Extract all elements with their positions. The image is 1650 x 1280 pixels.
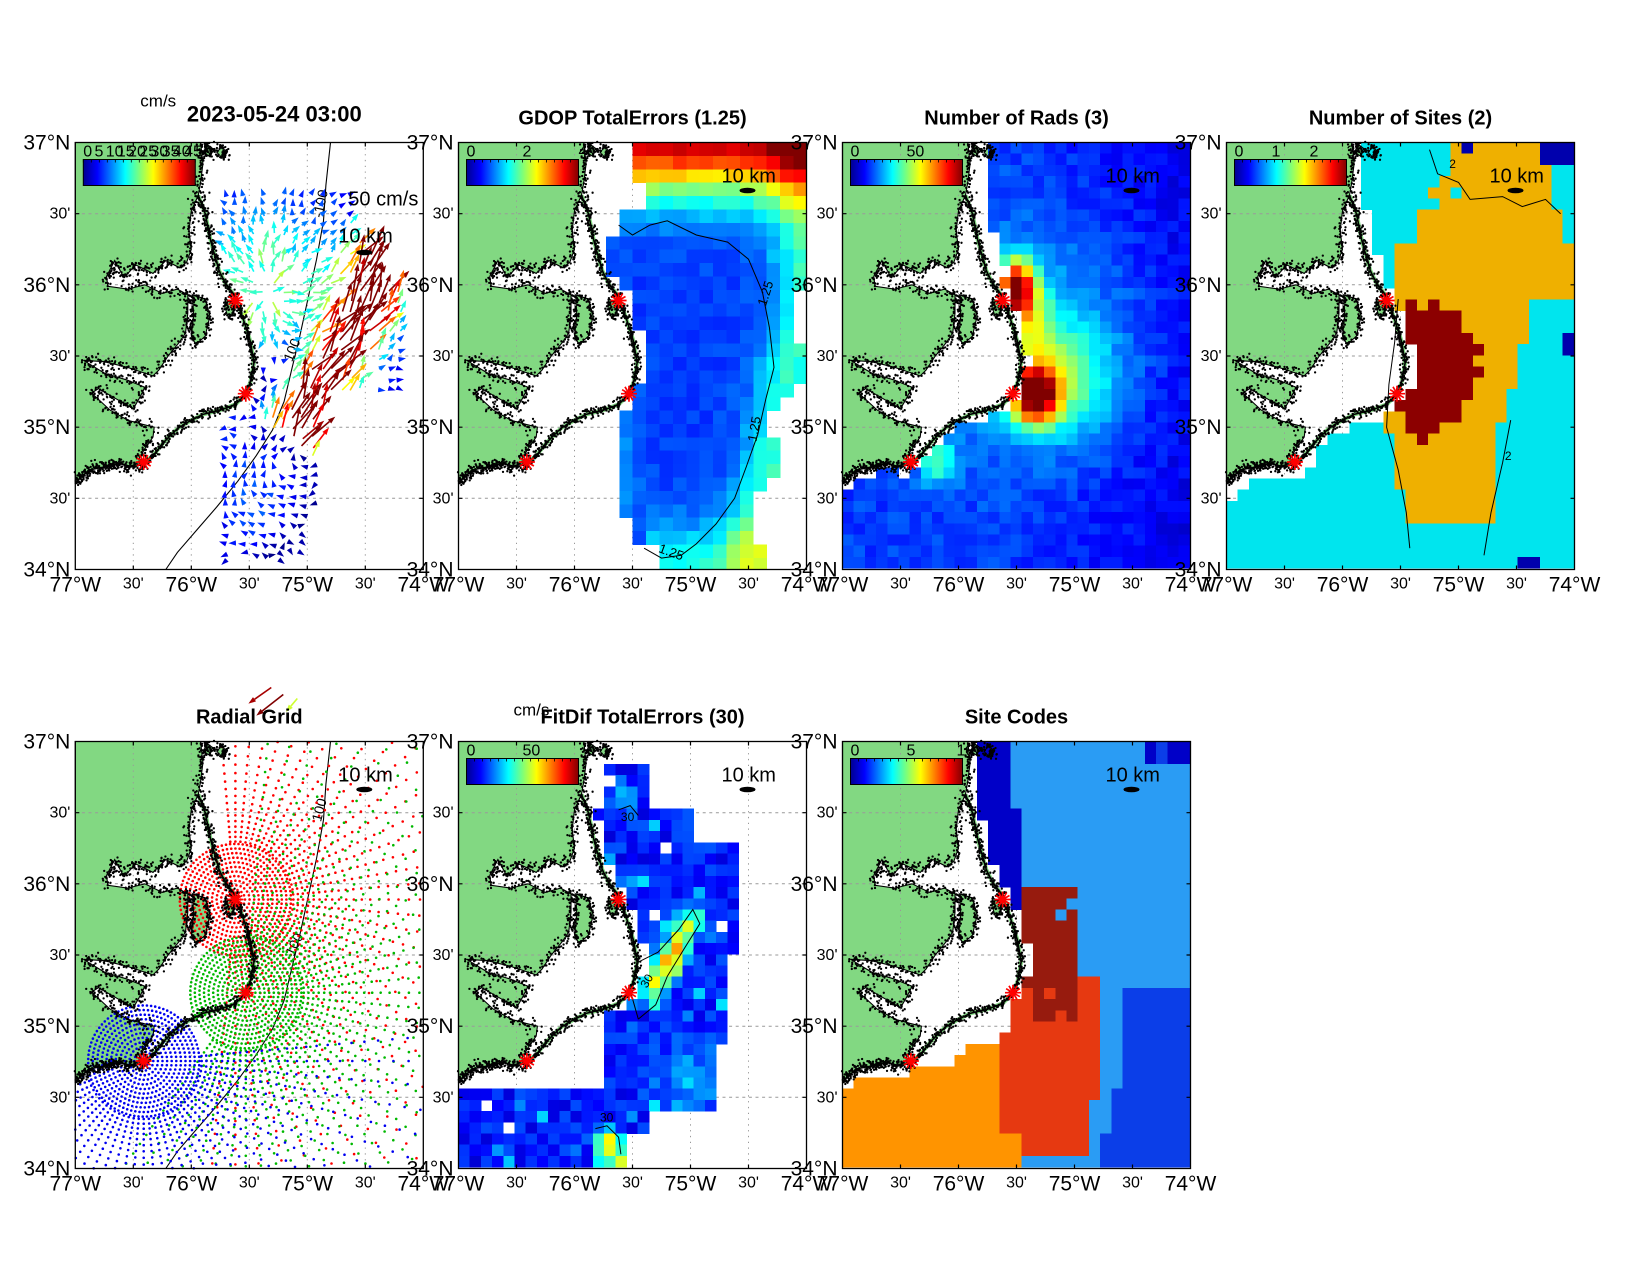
svg-text:10 km: 10 km — [338, 226, 392, 248]
svg-text:Number of Rads (3): Number of Rads (3) — [924, 108, 1108, 130]
svg-text:GDOP TotalErrors (1.25): GDOP TotalErrors (1.25) — [518, 108, 746, 130]
svg-text:0: 0 — [467, 144, 476, 161]
svg-text:0: 0 — [851, 743, 860, 760]
svg-text:5: 5 — [907, 743, 916, 760]
svg-text:2: 2 — [1449, 157, 1456, 171]
svg-text:100: 100 — [308, 796, 330, 823]
svg-text:Radial Grid: Radial Grid — [196, 707, 303, 729]
svg-text:35: 35 — [162, 144, 180, 161]
svg-text:30: 30 — [600, 1111, 614, 1125]
svg-text:10: 10 — [957, 743, 975, 760]
svg-text:20: 20 — [128, 144, 146, 161]
svg-text:Site Codes: Site Codes — [965, 707, 1068, 729]
svg-text:5: 5 — [95, 144, 104, 161]
svg-text:40: 40 — [173, 144, 191, 161]
svg-text:30: 30 — [637, 971, 656, 990]
svg-text:0: 0 — [851, 144, 860, 161]
svg-text:10: 10 — [106, 144, 124, 161]
svg-text:50: 50 — [195, 144, 213, 161]
svg-text:50: 50 — [907, 144, 925, 161]
svg-text:50 cm/s: 50 cm/s — [348, 189, 418, 211]
svg-text:cm/s: cm/s — [140, 92, 176, 111]
svg-text:1.25: 1.25 — [745, 415, 764, 443]
svg-text:0: 0 — [1235, 144, 1244, 161]
svg-text:2: 2 — [1310, 144, 1319, 161]
svg-text:0: 0 — [467, 743, 476, 760]
svg-text:FitDif TotalErrors (30): FitDif TotalErrors (30) — [540, 707, 744, 729]
svg-text:cm/s: cm/s — [514, 701, 550, 720]
svg-text:1.25: 1.25 — [754, 279, 776, 308]
svg-text:2023-05-24 03:00: 2023-05-24 03:00 — [187, 102, 362, 127]
svg-text:2: 2 — [1505, 449, 1512, 463]
svg-text:2: 2 — [523, 144, 532, 161]
svg-text:15: 15 — [117, 144, 135, 161]
svg-text:3: 3 — [1347, 144, 1356, 161]
svg-text:25: 25 — [139, 144, 157, 161]
svg-text:1: 1 — [1272, 144, 1281, 161]
svg-text:30: 30 — [151, 144, 169, 161]
svg-text:Number of Sites (2): Number of Sites (2) — [1309, 108, 1492, 130]
svg-text:30: 30 — [621, 810, 635, 824]
svg-text:50: 50 — [523, 743, 541, 760]
svg-text:45: 45 — [184, 144, 202, 161]
svg-text:4: 4 — [579, 144, 588, 161]
svg-text:0: 0 — [83, 144, 92, 161]
